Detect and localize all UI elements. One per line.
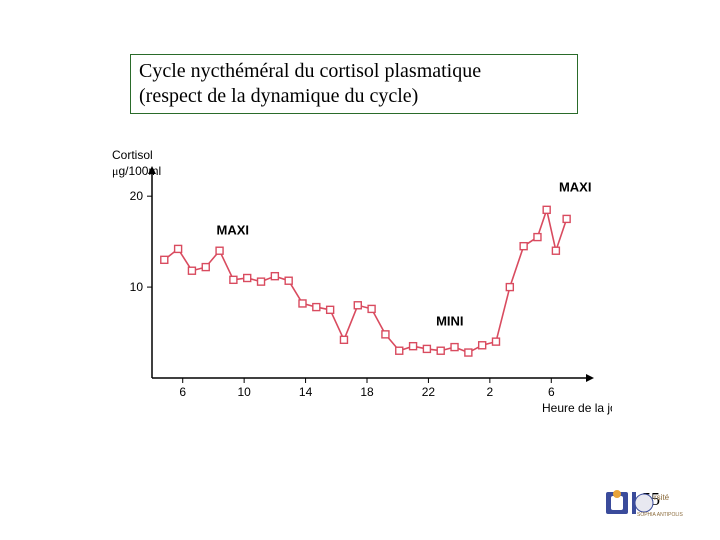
data-marker bbox=[340, 336, 347, 343]
x-axis-label: Heure de la journée bbox=[542, 401, 612, 415]
data-marker bbox=[520, 243, 527, 250]
svg-text:SOPHIA ANTIPOLIS: SOPHIA ANTIPOLIS bbox=[637, 512, 684, 518]
data-marker bbox=[423, 345, 430, 352]
data-marker bbox=[437, 347, 444, 354]
data-marker bbox=[258, 278, 265, 285]
data-marker bbox=[216, 247, 223, 254]
x-tick-label: 14 bbox=[299, 385, 313, 399]
data-marker bbox=[188, 267, 195, 274]
data-marker bbox=[244, 275, 251, 282]
data-marker bbox=[285, 277, 292, 284]
data-marker bbox=[299, 300, 306, 307]
data-marker bbox=[202, 264, 209, 271]
title-line-2: (respect de la dynamique du cycle) bbox=[139, 85, 418, 107]
data-marker bbox=[534, 234, 541, 241]
x-tick-label: 6 bbox=[179, 385, 186, 399]
data-marker bbox=[313, 304, 320, 311]
data-marker bbox=[230, 276, 237, 283]
data-marker bbox=[410, 343, 417, 350]
annotation-maxi: MAXI bbox=[559, 180, 592, 195]
data-marker bbox=[506, 284, 513, 291]
y-tick-label: 10 bbox=[130, 280, 144, 294]
x-tick-label: 6 bbox=[548, 385, 555, 399]
data-marker bbox=[396, 347, 403, 354]
data-marker bbox=[271, 273, 278, 280]
x-arrow bbox=[586, 374, 594, 382]
data-marker bbox=[563, 215, 570, 222]
title-line-1: Cycle nycthéméral du cortisol plasmatiqu… bbox=[139, 60, 481, 82]
chart-svg: 102061014182226Heure de la journéeMAXIMI… bbox=[112, 148, 612, 428]
y-tick-label: 20 bbox=[130, 189, 144, 203]
data-marker bbox=[382, 331, 389, 338]
data-marker bbox=[161, 256, 168, 263]
data-marker bbox=[451, 344, 458, 351]
data-marker bbox=[354, 302, 361, 309]
slide-title: Cycle nycthéméral du cortisol plasmatiqu… bbox=[130, 54, 578, 114]
x-tick-label: 10 bbox=[237, 385, 251, 399]
y-label-unit: μg/100ml bbox=[112, 164, 161, 179]
data-marker bbox=[175, 245, 182, 252]
data-marker bbox=[368, 305, 375, 312]
svg-text:rsité: rsité bbox=[654, 493, 670, 502]
x-tick-label: 18 bbox=[360, 385, 374, 399]
data-marker bbox=[552, 247, 559, 254]
cortisol-chart: Cortisol μg/100ml 102061014182226Heure d… bbox=[112, 148, 612, 428]
data-marker bbox=[493, 338, 500, 345]
annotation-mini: MINI bbox=[436, 313, 463, 328]
x-tick-label: 22 bbox=[422, 385, 436, 399]
data-marker bbox=[543, 206, 550, 213]
data-marker bbox=[465, 349, 472, 356]
university-logo: rsité SOPHIA ANTIPOLIS bbox=[606, 486, 696, 518]
data-marker bbox=[327, 306, 334, 313]
data-marker bbox=[479, 342, 486, 349]
y-label-cortisol: Cortisol bbox=[112, 148, 153, 162]
x-tick-label: 2 bbox=[487, 385, 494, 399]
annotation-maxi: MAXI bbox=[217, 222, 250, 237]
